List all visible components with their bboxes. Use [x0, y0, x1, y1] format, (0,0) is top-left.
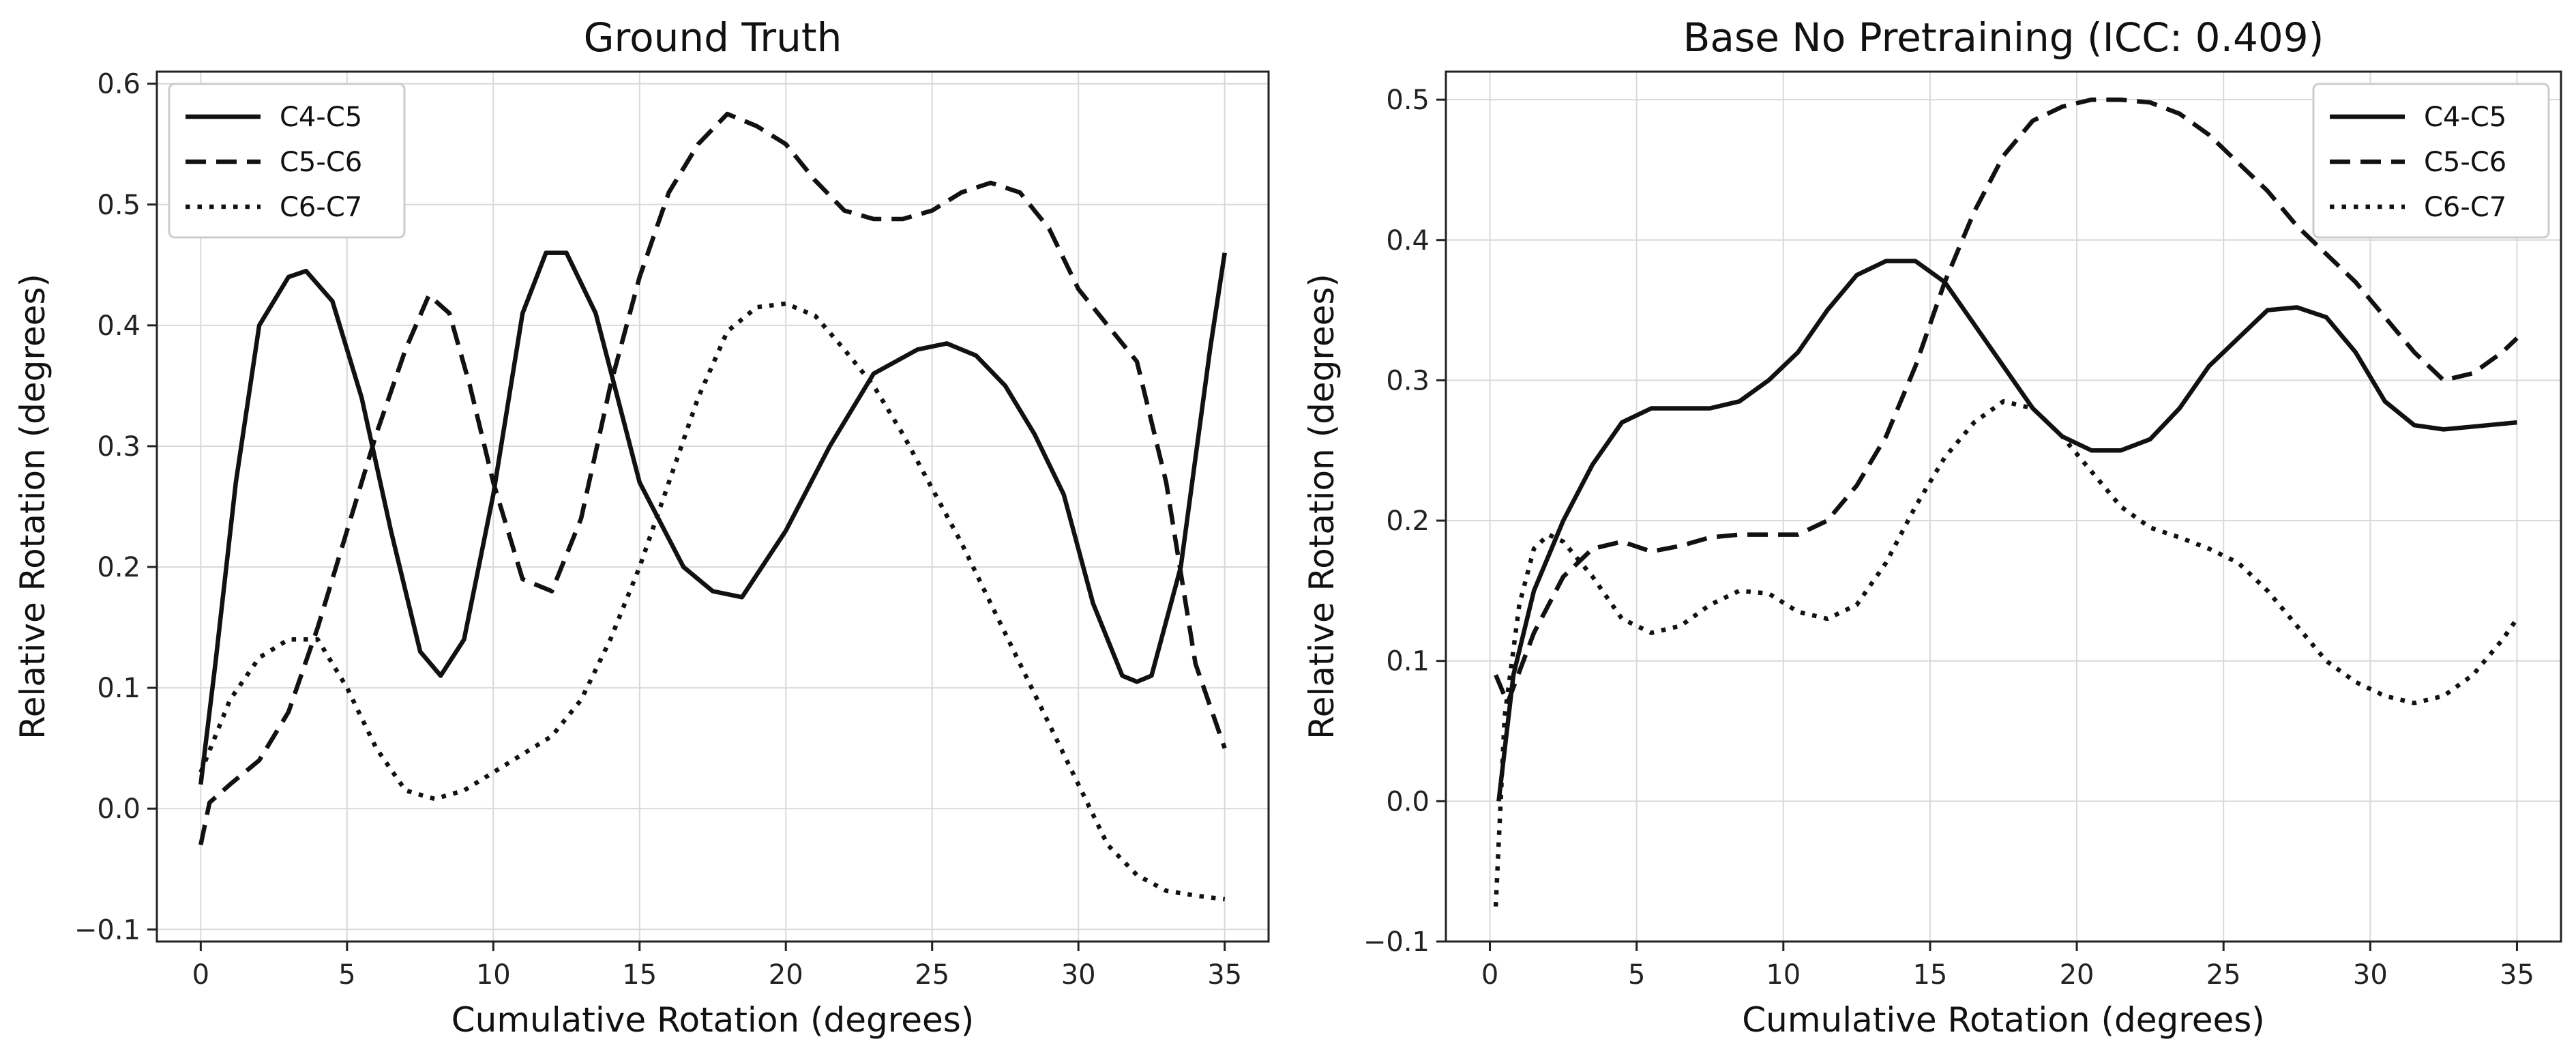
legend-label: C4-C5	[2424, 102, 2506, 133]
legend: C4-C5 C5-C6 C6-C7	[2312, 83, 2550, 239]
chart-panel-2: 0 5 10 15 20 25 30 35 −0.1 0.0 0.1 0.2 0.3 0.4 0.5 Base…	[1302, 14, 2562, 1040]
y-axis-label: Relative Rotation (degrees)	[1302, 274, 1342, 740]
y-tick-label: −0.1	[74, 914, 140, 946]
y-tick-label: 0.4	[97, 310, 140, 342]
y-tick-label: 0.2	[1386, 506, 1430, 537]
x-tick-label: 0	[192, 959, 209, 991]
x-tick-label: 20	[769, 959, 803, 991]
x-tick-label: 10	[1766, 959, 1801, 991]
y-tick-label: 0.1	[97, 673, 140, 704]
y-tick-label: −0.1	[1363, 927, 1430, 958]
y-tick-label: 0.6	[97, 69, 140, 100]
series-line-c4-c5	[198, 250, 1227, 785]
series-line-c4-c5	[1496, 259, 2517, 802]
x-tick-label: 25	[2206, 959, 2241, 991]
legend-label: C5-C6	[280, 147, 362, 178]
y-tick-label: 0.0	[1386, 786, 1430, 817]
y-tick-label: 0.3	[97, 431, 140, 463]
x-tick-label: 5	[338, 959, 355, 991]
plot-frame	[156, 70, 1270, 943]
series-line-c6-c7	[1493, 399, 2519, 907]
legend: C4-C5 C5-C6 C6-C7	[168, 83, 406, 239]
legend-label: C5-C6	[2424, 147, 2506, 178]
legend-label: C6-C7	[2424, 192, 2506, 223]
chart-panel-1: 0 5 10 15 20 25 30 35 −0.1 0.0 0.1 0.2 0.3 0.4 0.5 0.6 G…	[13, 14, 1270, 1040]
chart-title: Base No Pretraining (ICC: 0.409)	[1683, 14, 2324, 61]
x-tick-label: 30	[1061, 959, 1096, 991]
chart-title: Ground Truth	[584, 14, 842, 61]
legend-label: C4-C5	[280, 102, 362, 133]
x-tick-label: 30	[2353, 959, 2388, 991]
x-tick-label: 35	[1207, 959, 1242, 991]
x-tick-label: 0	[1481, 959, 1498, 991]
series-line-c5-c6	[198, 111, 1227, 845]
plot-frame	[1445, 70, 2562, 943]
y-axis-label: Relative Rotation (degrees)	[13, 274, 53, 740]
x-tick-label: 5	[1628, 959, 1645, 991]
x-tick-label: 25	[915, 959, 949, 991]
y-tick-label: 0.0	[97, 793, 140, 825]
legend-label: C6-C7	[280, 192, 362, 223]
y-tick-label: 0.5	[1386, 85, 1430, 116]
x-tick-label: 15	[1912, 959, 1947, 991]
y-tick-label: 0.1	[1386, 646, 1430, 677]
x-tick-label: 15	[622, 959, 657, 991]
x-axis-label: Cumulative Rotation (degrees)	[451, 1000, 975, 1040]
y-tick-label: 0.5	[97, 190, 140, 221]
y-tick-label: 0.3	[1386, 365, 1430, 396]
x-tick-label: 10	[476, 959, 511, 991]
y-tick-label: 0.4	[1386, 225, 1430, 257]
series-line-c6-c7	[198, 301, 1226, 902]
y-tick-label: 0.2	[97, 552, 140, 583]
x-axis-label: Cumulative Rotation (degrees)	[1742, 1000, 2265, 1040]
x-tick-label: 20	[2060, 959, 2094, 991]
x-tick-label: 35	[2500, 959, 2534, 991]
legend-box	[168, 83, 406, 239]
series-line-c5-c6	[1494, 97, 2519, 705]
legend-box	[2312, 83, 2550, 239]
